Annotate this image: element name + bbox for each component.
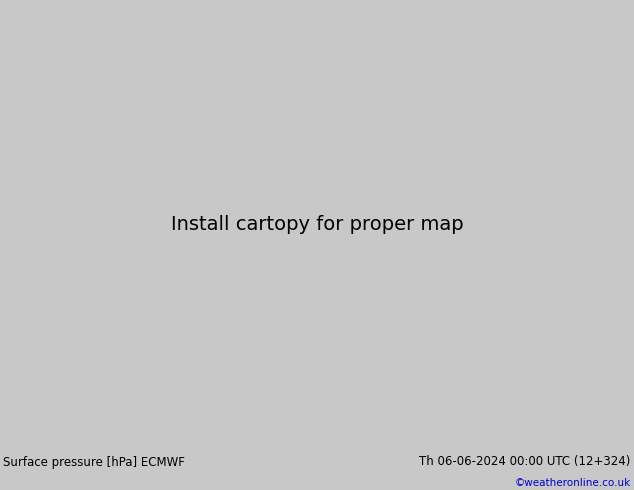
Text: Th 06-06-2024 00:00 UTC (12+324): Th 06-06-2024 00:00 UTC (12+324) xyxy=(420,455,631,468)
Text: ©weatheronline.co.uk: ©weatheronline.co.uk xyxy=(515,477,631,488)
Text: Install cartopy for proper map: Install cartopy for proper map xyxy=(171,215,463,234)
Text: Surface pressure [hPa] ECMWF: Surface pressure [hPa] ECMWF xyxy=(3,456,185,469)
